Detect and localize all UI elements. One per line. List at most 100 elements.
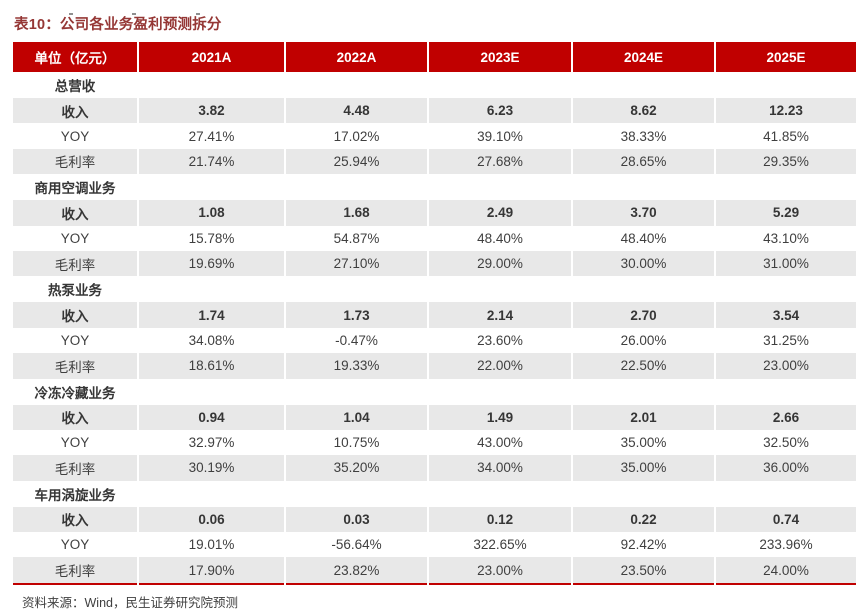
metric-value: 15.78%: [188, 230, 235, 246]
metric-value: 31.00%: [716, 250, 856, 277]
metric-value: 22.50%: [573, 353, 714, 379]
metric-value: 3.54: [716, 302, 856, 328]
metric-value: 4.48: [286, 98, 427, 124]
metric-value: 322.65%: [473, 537, 527, 553]
metric-value: 29.00%: [429, 250, 571, 277]
section-filler: [716, 174, 856, 201]
metric-value: 48.40%: [620, 230, 667, 246]
metric-value: 233.96%: [759, 537, 813, 553]
section-row: 冷冻冷藏业务: [13, 378, 856, 405]
section-row: 车用涡旋业务: [13, 480, 856, 507]
profit-forecast-table: 单位（亿元） 2021A 2022A 2023E 2024E 2025E 总营收 收入 3.8…: [11, 42, 858, 585]
section-filler: [573, 276, 714, 303]
metric-value: 2.14: [429, 302, 571, 328]
metric-value: 48.40%: [477, 230, 523, 246]
metric-value: 3.70: [573, 200, 714, 226]
metric-row-yoy: YOY 32.97% 10.75% 43.00% 35.00% 32.50%: [13, 430, 856, 455]
metric-row-yoy: YOY 34.08% -0.47% 23.60% 26.00% 31.25%: [13, 328, 856, 353]
metric-value: 31.25%: [763, 332, 809, 348]
metric-value: 19.69%: [139, 250, 284, 277]
year-column-header: 2023E: [429, 42, 571, 72]
metric-row-revenue: 收入 3.82 4.48 6.23 8.62 12.23: [13, 98, 856, 124]
metric-value: 1.74: [139, 302, 284, 328]
table-body: 总营收 收入 3.82 4.48 6.23 8.62 12.23 YOY 27.41% 17.02…: [13, 72, 856, 585]
metric-value: 30.19%: [139, 455, 284, 481]
section-filler: [286, 378, 427, 405]
section-filler: [429, 378, 571, 405]
metric-value: 35.20%: [286, 455, 427, 481]
metric-label: 收入: [13, 200, 137, 226]
metric-value: 19.33%: [286, 353, 427, 379]
section-filler: [286, 480, 427, 507]
metric-label: 毛利率: [13, 557, 137, 585]
metric-value: -0.47%: [335, 332, 378, 348]
metric-value: 26.00%: [620, 332, 667, 348]
metric-value: 34.00%: [429, 455, 571, 481]
metric-label: YOY: [60, 435, 90, 451]
section-title: 总营收: [13, 72, 137, 98]
unit-column-header: 单位（亿元）: [13, 42, 137, 72]
metric-value: 30.00%: [573, 250, 714, 277]
metric-value: 23.60%: [477, 332, 523, 348]
section-filler: [286, 72, 427, 98]
section-row: 商用空调业务: [13, 174, 856, 201]
section-row: 总营收: [13, 72, 856, 98]
section-title: 热泵业务: [13, 276, 137, 303]
section-filler: [139, 174, 284, 201]
metric-value: 1.49: [429, 404, 571, 430]
metric-value: 43.10%: [763, 230, 809, 246]
metric-row-gross-margin: 毛利率 18.61% 19.33% 22.00% 22.50% 23.00%: [13, 353, 856, 379]
year-column-header: 2022A: [286, 42, 427, 72]
metric-row-yoy: YOY 15.78% 54.87% 48.40% 48.40% 43.10%: [13, 226, 856, 251]
metric-value: 1.04: [286, 404, 427, 430]
section-title: 冷冻冷藏业务: [13, 378, 137, 405]
metric-label: 收入: [13, 506, 137, 533]
metric-value: 0.22: [573, 506, 714, 533]
header-row: 单位（亿元） 2021A 2022A 2023E 2024E 2025E: [13, 42, 856, 72]
section-filler: [139, 72, 284, 98]
metric-row-revenue: 收入 1.74 1.73 2.14 2.70 3.54: [13, 302, 856, 328]
section-filler: [573, 174, 714, 201]
metric-value: 23.00%: [716, 353, 856, 379]
metric-value: 23.50%: [573, 557, 714, 585]
metric-value: 41.85%: [763, 128, 809, 144]
metric-value: 21.74%: [139, 148, 284, 175]
section-filler: [716, 480, 856, 507]
section-filler: [286, 276, 427, 303]
section-filler: [429, 72, 571, 98]
metric-row-revenue: 收入 1.08 1.68 2.49 3.70 5.29: [13, 200, 856, 226]
metric-value: 17.02%: [333, 128, 380, 144]
metric-value: 36.00%: [716, 455, 856, 481]
metric-value: 3.82: [139, 98, 284, 124]
metric-row-gross-margin: 毛利率 30.19% 35.20% 34.00% 35.00% 36.00%: [13, 455, 856, 481]
metric-row-yoy: YOY 19.01% -56.64% 322.65% 92.42% 233.96%: [13, 532, 856, 557]
metric-value: 0.12: [429, 506, 571, 533]
metric-row-yoy: YOY 27.41% 17.02% 39.10% 38.33% 41.85%: [13, 123, 856, 148]
metric-value: 0.94: [139, 404, 284, 430]
metric-value: 23.82%: [286, 557, 427, 585]
section-filler: [716, 378, 856, 405]
section-filler: [716, 276, 856, 303]
metric-row-gross-margin: 毛利率 21.74% 25.94% 27.68% 28.65% 29.35%: [13, 148, 856, 175]
metric-value: 25.94%: [286, 148, 427, 175]
year-column-header: 2024E: [573, 42, 714, 72]
metric-value: 32.50%: [763, 435, 809, 451]
metric-value: 8.62: [573, 98, 714, 124]
metric-value: 6.23: [429, 98, 571, 124]
section-filler: [139, 480, 284, 507]
section-filler: [429, 480, 571, 507]
metric-label: YOY: [60, 537, 90, 553]
metric-label: YOY: [60, 230, 90, 246]
metric-value: 27.41%: [188, 128, 235, 144]
metric-value: 0.03: [286, 506, 427, 533]
table-title: 表10：公司各业务盈利预测拆分: [14, 17, 222, 33]
metric-value: 54.87%: [333, 230, 380, 246]
metric-value: 34.08%: [188, 332, 235, 348]
metric-value: 1.73: [286, 302, 427, 328]
metric-row-gross-margin: 毛利率 19.69% 27.10% 29.00% 30.00% 31.00%: [13, 250, 856, 277]
metric-value: 32.97%: [188, 435, 235, 451]
metric-value: 2.01: [573, 404, 714, 430]
metric-value: 2.49: [429, 200, 571, 226]
section-filler: [573, 480, 714, 507]
page-crop-artifact: [132, 13, 136, 15]
